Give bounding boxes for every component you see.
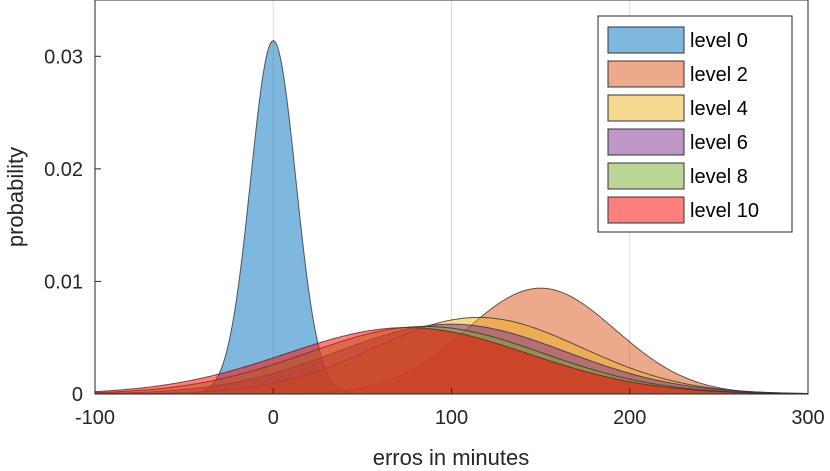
legend-swatch [607, 94, 685, 122]
y-tick-label: 0.01 [44, 271, 83, 293]
legend-swatch [607, 26, 685, 54]
y-tick-label: 0.03 [44, 46, 83, 68]
legend-swatch [607, 60, 685, 88]
legend-swatch [607, 162, 685, 190]
legend-label: level 10 [690, 200, 759, 222]
legend-swatch [607, 196, 685, 224]
legend-label: level 0 [690, 30, 748, 52]
x-tick-label: 300 [791, 407, 824, 429]
y-tick-label: 0 [72, 384, 83, 406]
x-axis-label: erros in minutes [373, 445, 530, 470]
y-axis-ticks: 0 0.01 0.02 0.03 [44, 46, 101, 406]
area-level-10 [94, 327, 809, 395]
legend-swatch [607, 128, 685, 156]
y-axis-label: probability [3, 147, 28, 247]
x-axis-ticks: -100 0 100 200 300 [75, 388, 825, 429]
x-tick-label: 0 [268, 407, 279, 429]
legend-label: level 8 [690, 166, 748, 188]
y-tick-label: 0.02 [44, 159, 83, 181]
x-tick-label: 200 [613, 407, 646, 429]
legend: level 0 level 2 level 4 level 6 level 8 level… [597, 15, 793, 233]
legend-label: level 2 [690, 64, 748, 86]
x-tick-label: -100 [75, 407, 115, 429]
x-tick-label: 100 [435, 407, 468, 429]
series-areas [94, 39, 809, 395]
legend-label: level 4 [690, 98, 748, 120]
legend-label: level 6 [690, 132, 748, 154]
